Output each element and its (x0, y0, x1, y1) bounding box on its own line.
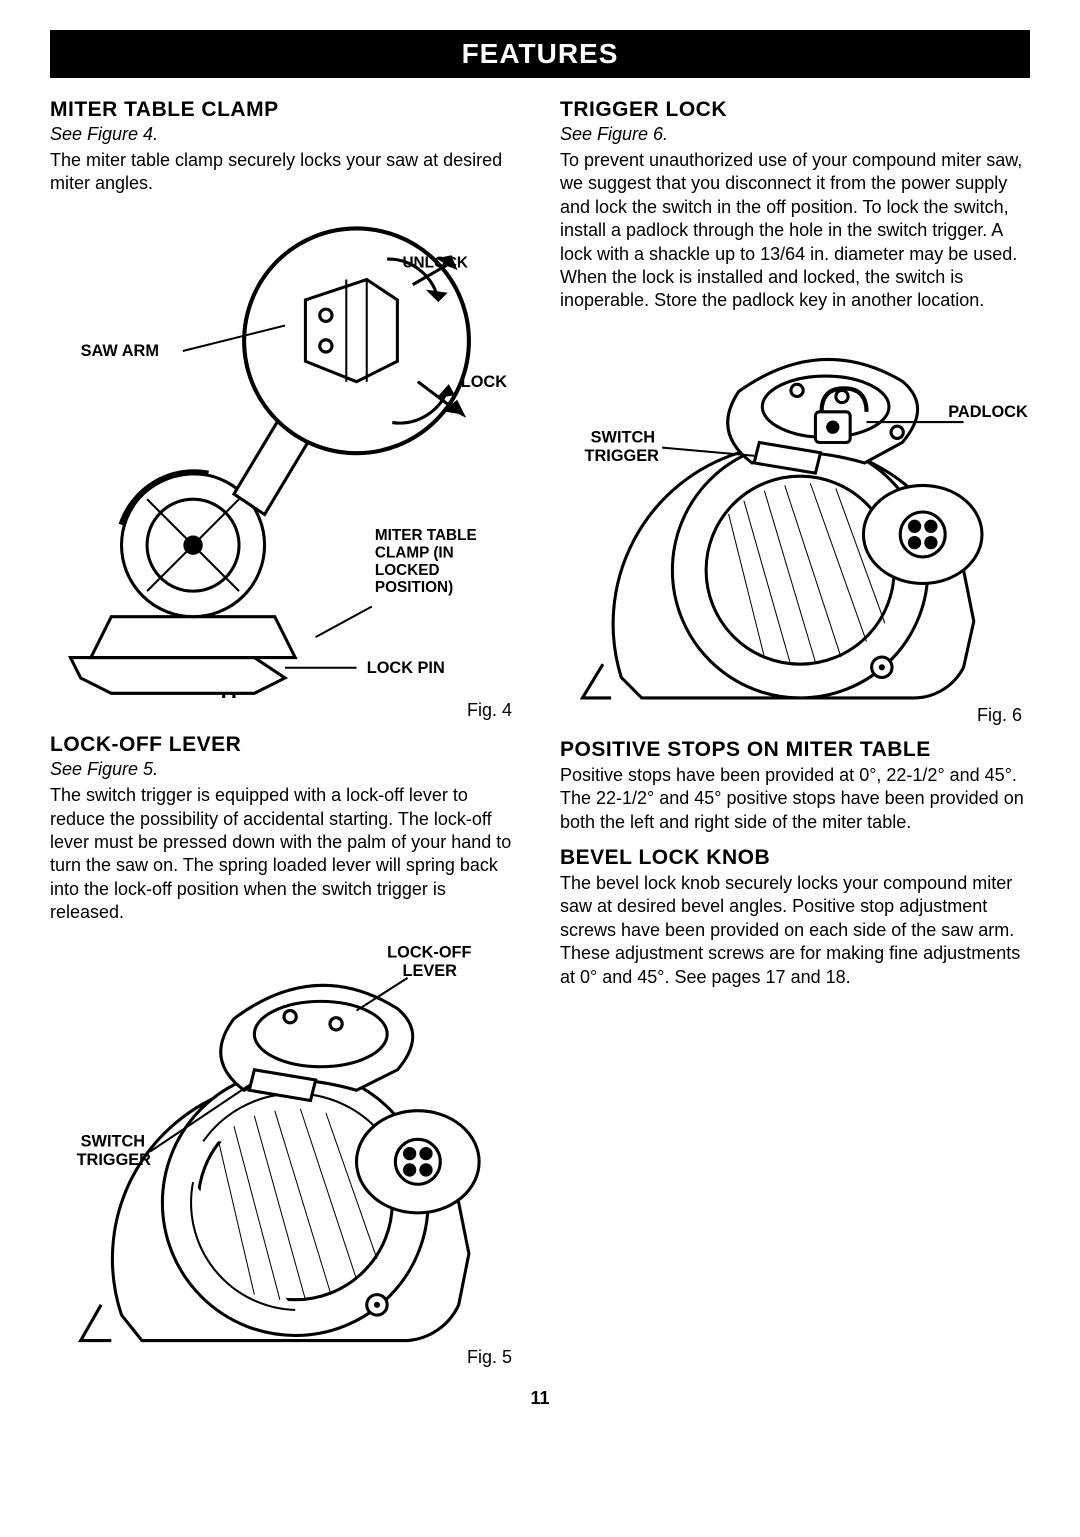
figure-5-svg: LOCK-OFF LEVER SWITCH TRIGGER (50, 937, 520, 1346)
text-positive-stops: Positive stops have been provided at 0°,… (560, 764, 1030, 834)
svg-text:TRIGGER: TRIGGER (77, 1150, 152, 1168)
figure-6: SWITCH TRIGGER PADLOCK Fig. 6 (560, 325, 1030, 726)
heading-bevel-lock: BEVEL LOCK KNOB (560, 846, 1030, 870)
see-figure-6: See Figure 6. (560, 124, 1030, 145)
section-bevel-lock: BEVEL LOCK KNOB The bevel lock knob secu… (560, 846, 1030, 989)
content-columns: MITER TABLE CLAMP See Figure 4. The mite… (50, 98, 1030, 1380)
svg-text:MITER TABLE: MITER TABLE (375, 527, 477, 544)
figure-4: SAW ARM UNLOCK LOCK MITER TABLE CLAMP (I… (50, 208, 520, 721)
section-miter-table-clamp: MITER TABLE CLAMP See Figure 4. The mite… (50, 98, 520, 721)
see-figure-5: See Figure 5. (50, 759, 520, 780)
figure-5: LOCK-OFF LEVER SWITCH TRIGGER Fig. 5 (50, 937, 520, 1369)
section-positive-stops: POSITIVE STOPS ON MITER TABLE Positive s… (560, 738, 1030, 834)
right-column: TRIGGER LOCK See Figure 6. To prevent un… (560, 98, 1030, 1380)
features-banner: FEATURES (50, 30, 1030, 78)
svg-text:LOCK PIN: LOCK PIN (367, 659, 445, 677)
svg-text:SAW ARM: SAW ARM (81, 342, 159, 360)
heading-trigger-lock: TRIGGER LOCK (560, 98, 1030, 122)
svg-text:POSITION): POSITION) (375, 579, 453, 596)
svg-text:PADLOCK: PADLOCK (948, 403, 1028, 421)
text-bevel-lock: The bevel lock knob securely locks your … (560, 872, 1030, 989)
see-figure-4: See Figure 4. (50, 124, 520, 145)
svg-text:SWITCH: SWITCH (81, 1132, 145, 1150)
text-lockoff: The switch trigger is equipped with a lo… (50, 784, 520, 924)
fig4-caption: Fig. 4 (50, 700, 520, 721)
fig6-caption: Fig. 6 (560, 705, 1030, 726)
heading-positive-stops: POSITIVE STOPS ON MITER TABLE (560, 738, 1030, 762)
fig5-caption: Fig. 5 (50, 1347, 520, 1368)
heading-lockoff: LOCK-OFF LEVER (50, 733, 520, 757)
svg-text:LOCKED: LOCKED (375, 562, 440, 579)
svg-text:LEVER: LEVER (402, 961, 457, 979)
figure-4-svg: SAW ARM UNLOCK LOCK MITER TABLE CLAMP (I… (50, 208, 520, 698)
svg-text:LOCK-OFF: LOCK-OFF (387, 943, 471, 961)
svg-text:CLAMP (IN: CLAMP (IN (375, 544, 454, 561)
svg-text:TRIGGER: TRIGGER (585, 447, 660, 465)
section-lockoff-lever: LOCK-OFF LEVER See Figure 5. The switch … (50, 733, 520, 1368)
section-trigger-lock: TRIGGER LOCK See Figure 6. To prevent un… (560, 98, 1030, 726)
svg-text:UNLOCK: UNLOCK (402, 254, 467, 271)
svg-text:LOCK: LOCK (461, 373, 507, 391)
text-miter-clamp: The miter table clamp securely locks you… (50, 149, 520, 196)
heading-miter-clamp: MITER TABLE CLAMP (50, 98, 520, 122)
text-trigger-lock: To prevent unauthorized use of your comp… (560, 149, 1030, 313)
figure-6-svg: SWITCH TRIGGER PADLOCK (560, 325, 1030, 703)
svg-text:SWITCH: SWITCH (591, 428, 655, 446)
left-column: MITER TABLE CLAMP See Figure 4. The mite… (50, 98, 520, 1380)
page-number: 11 (50, 1388, 1030, 1409)
